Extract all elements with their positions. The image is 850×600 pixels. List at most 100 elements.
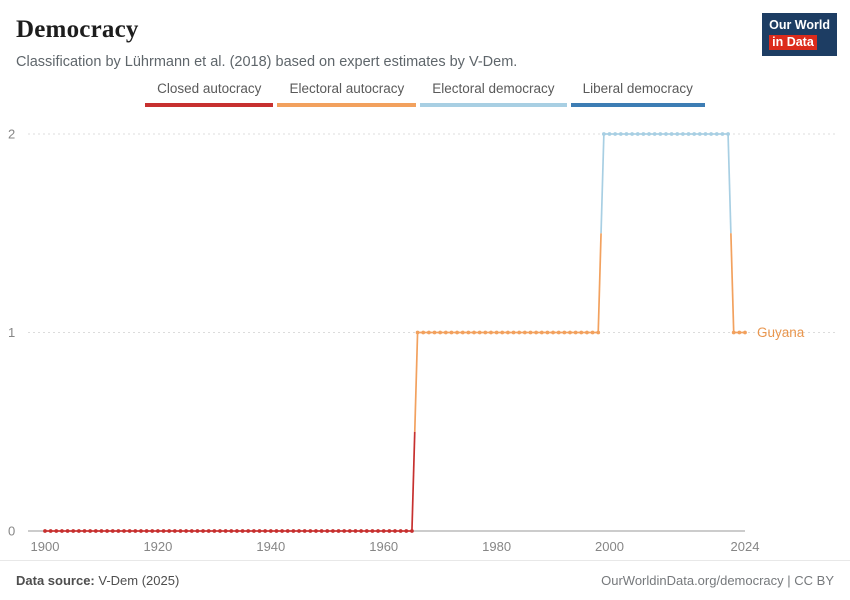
data-point — [720, 132, 725, 136]
chart-subtitle: Classification by Lührmann et al. (2018)… — [16, 54, 518, 70]
data-point — [364, 529, 369, 533]
data-point — [652, 132, 657, 136]
data-point — [466, 330, 471, 335]
data-point — [251, 529, 256, 533]
data-point — [274, 529, 279, 533]
data-point — [601, 132, 606, 136]
data-point — [641, 132, 646, 136]
series-line-segment — [727, 133, 732, 234]
data-point — [449, 330, 454, 335]
chart-header: Democracy Classification by Lührmann et … — [16, 16, 760, 70]
data-point — [189, 529, 194, 533]
data-point — [319, 529, 324, 533]
data-point — [110, 529, 115, 533]
data-point — [669, 132, 674, 136]
data-point — [268, 529, 273, 533]
data-point — [122, 529, 126, 533]
legend-item-electoral-democracy[interactable]: Electoral democracy — [420, 81, 567, 107]
data-point — [585, 330, 589, 335]
legend-item-electoral-autocracy[interactable]: Electoral autocracy — [277, 81, 417, 107]
data-point — [556, 330, 561, 335]
data-point — [438, 330, 443, 335]
legend-item-liberal-democracy[interactable]: Liberal democracy — [570, 81, 705, 107]
data-point — [88, 529, 93, 533]
data-point — [697, 132, 702, 136]
chart-title: Democracy — [16, 16, 139, 43]
data-point — [714, 132, 719, 136]
x-tick-label: 1920 — [143, 539, 172, 554]
x-tick-label: 1960 — [369, 539, 398, 554]
data-point — [240, 529, 245, 533]
data-point — [658, 132, 663, 136]
data-point — [410, 529, 414, 533]
data-point — [376, 529, 380, 533]
data-point — [545, 330, 550, 335]
legend-item-label: Electoral autocracy — [289, 81, 405, 96]
data-point — [60, 529, 64, 533]
series-label: Guyana — [757, 325, 805, 340]
data-point — [726, 132, 730, 136]
data-point — [280, 529, 284, 533]
data-point — [342, 529, 347, 533]
data-point — [686, 132, 691, 136]
data-point — [336, 529, 341, 533]
data-source: Data source: V-Dem (2025) — [16, 573, 179, 588]
data-point — [291, 529, 296, 533]
data-point — [489, 330, 493, 335]
x-tick-label: 2024 — [731, 539, 760, 554]
credit-link[interactable]: OurWorldinData.org/democracy | CC BY — [601, 573, 834, 588]
series-line-segment — [597, 233, 602, 333]
data-point — [415, 330, 420, 335]
legend-item-closed-autocracy[interactable]: Closed autocracy — [145, 81, 274, 107]
data-point — [285, 529, 290, 533]
data-point — [681, 132, 685, 136]
data-point — [43, 529, 47, 533]
y-tick-label: 1 — [8, 325, 15, 340]
data-point — [613, 132, 618, 136]
owid-logo[interactable]: Our World in Data — [762, 13, 837, 57]
data-point — [692, 132, 697, 136]
data-point — [421, 330, 426, 335]
data-point — [737, 330, 742, 335]
data-point — [483, 330, 488, 335]
x-tick-label: 1980 — [482, 539, 511, 554]
data-point — [65, 529, 70, 533]
data-point — [607, 132, 612, 136]
data-point — [618, 132, 623, 136]
series-line-segment — [413, 332, 419, 432]
data-point — [596, 330, 601, 335]
footer: Data source: V-Dem (2025) OurWorldinData… — [0, 560, 850, 600]
data-point — [387, 529, 392, 533]
data-point — [624, 132, 629, 136]
data-point — [71, 529, 76, 533]
data-point — [455, 330, 459, 335]
data-point — [99, 529, 104, 533]
legend: Closed autocracy Electoral autocracy Elect… — [0, 81, 850, 107]
data-point — [184, 529, 189, 533]
data-point — [477, 330, 482, 335]
series-line-segment — [411, 431, 416, 532]
owid-logo-line1: Our World — [769, 18, 830, 32]
series-line-segment — [600, 133, 605, 234]
data-point — [568, 330, 572, 335]
y-tick-label: 2 — [8, 127, 15, 142]
data-point — [347, 529, 352, 533]
data-point — [675, 132, 680, 136]
data-point — [257, 529, 262, 533]
data-point — [156, 529, 160, 533]
data-point — [212, 529, 217, 533]
data-point — [573, 330, 578, 335]
data-point — [331, 529, 335, 533]
data-point — [144, 529, 149, 533]
data-point — [647, 132, 651, 136]
data-point — [167, 529, 172, 533]
data-point — [235, 529, 239, 533]
data-source-value: V-Dem (2025) — [94, 573, 180, 588]
data-point — [398, 529, 403, 533]
data-point — [325, 529, 330, 533]
data-point — [206, 529, 211, 533]
data-point — [218, 529, 222, 533]
data-point — [522, 330, 527, 335]
data-point — [511, 330, 516, 335]
